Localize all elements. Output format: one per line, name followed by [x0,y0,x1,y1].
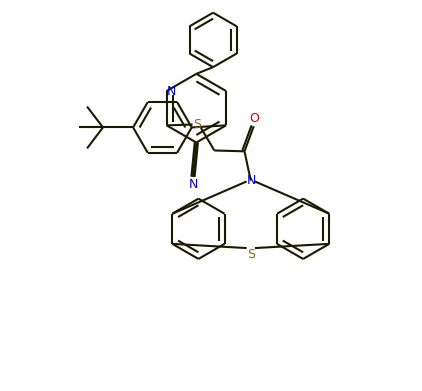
Text: S: S [193,118,201,131]
Text: S: S [247,248,255,261]
Text: N: N [247,174,256,187]
Text: N: N [167,84,176,97]
Text: N: N [188,178,197,191]
Text: O: O [249,112,259,125]
